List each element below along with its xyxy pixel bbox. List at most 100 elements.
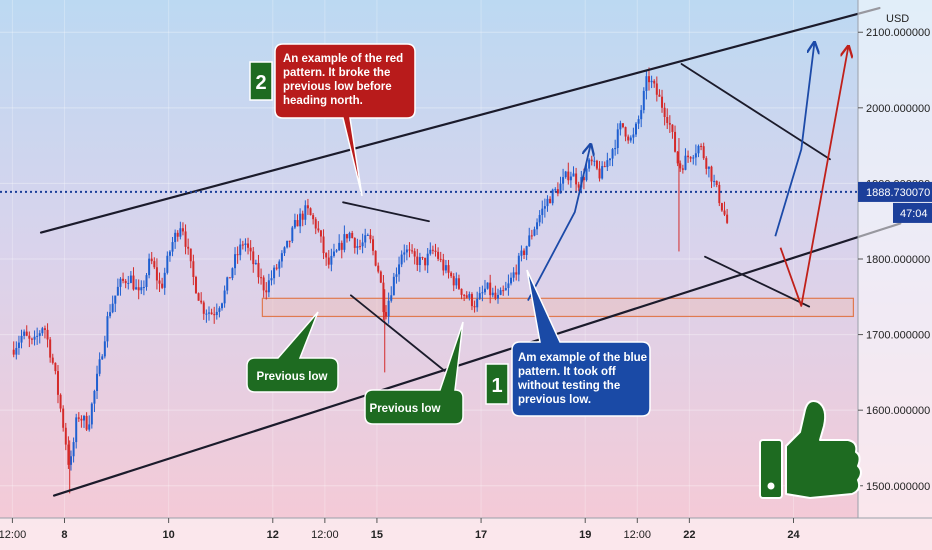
time-axis-panel[interactable] [0, 518, 932, 550]
candle-body [687, 155, 690, 158]
candle-body [463, 294, 466, 296]
trend-line-red-pattern-top[interactable] [342, 201, 430, 223]
y-tick-label: 2000.000000 [866, 103, 930, 115]
price-marker-value: 1888.730070 [866, 187, 930, 199]
candle-body [59, 394, 62, 409]
candle-body [327, 257, 330, 265]
candle-body [684, 155, 687, 170]
candle-body [187, 246, 190, 249]
candle-body [603, 166, 606, 168]
candle-body [564, 171, 567, 178]
candle-body [83, 415, 86, 421]
x-tick-label: 12:00 [624, 529, 652, 541]
candle-body [413, 251, 416, 257]
candle-body [111, 303, 114, 313]
candle-body [67, 444, 70, 465]
candle-body [85, 415, 88, 430]
candle-body [405, 249, 408, 253]
candle-body [692, 157, 695, 159]
candle-body [478, 293, 481, 299]
candle-body [109, 312, 112, 317]
candle-body [137, 287, 140, 291]
trend-line-right-wedge-bottom[interactable] [704, 255, 811, 308]
candle-body [265, 290, 268, 293]
candle-body [244, 243, 247, 246]
previous-low-2-text: Previous low [370, 403, 441, 415]
candle-body [262, 277, 265, 291]
candle-body [231, 268, 234, 279]
candle-body [155, 267, 158, 281]
blue-arrow-small[interactable] [527, 146, 591, 302]
blue-arrow-main[interactable] [774, 44, 814, 237]
candle-body [299, 213, 302, 227]
x-tick-label: 12:00 [0, 529, 26, 541]
candle-body [306, 205, 309, 209]
candle-body [510, 277, 513, 284]
candle-body [434, 250, 437, 252]
candle-body [202, 302, 205, 314]
candle-body [671, 124, 674, 132]
candle-body [645, 76, 648, 91]
candle-body [694, 153, 697, 158]
x-tick-label: 12:00 [311, 529, 339, 541]
candle-body [718, 184, 721, 204]
candle-body [411, 250, 414, 252]
candle-body [559, 183, 562, 194]
trend-lines [39, 6, 902, 497]
candle-body [15, 347, 18, 355]
red-arrow-main[interactable] [779, 47, 849, 307]
candle-body [260, 277, 263, 279]
trend-line-channel-lower[interactable] [52, 222, 902, 497]
note-blue-pattern: 1 Am example of the blue pattern. It too… [485, 269, 651, 417]
trend-line-right-wedge-top[interactable] [680, 63, 831, 161]
candle-body [569, 176, 572, 181]
candle-body [335, 250, 338, 252]
candle-body [176, 232, 179, 237]
previous-low-2-callout [364, 321, 464, 425]
candle-body [387, 300, 390, 317]
candle-body [382, 282, 385, 313]
candle-body [171, 242, 174, 252]
candle-body [668, 122, 671, 125]
x-tick-label: 10 [163, 529, 175, 541]
candle-body [525, 246, 528, 255]
trend-line-red-pattern-bottom[interactable] [349, 294, 446, 372]
candle-body [51, 357, 54, 363]
candle-body [369, 234, 372, 240]
candle-body [49, 339, 52, 358]
candle-body [470, 294, 473, 307]
candle-body [127, 282, 130, 284]
candle-body [364, 235, 367, 243]
candle-body [483, 288, 486, 293]
x-tick-label: 12 [267, 529, 279, 541]
candle-body [408, 249, 411, 251]
candle-body [278, 261, 281, 269]
candle-body [674, 131, 677, 152]
candle-body [28, 335, 31, 339]
candle-body [663, 107, 666, 118]
candle-body [343, 234, 346, 250]
candle-body [575, 173, 578, 185]
candle-body [249, 247, 252, 252]
candle-body [340, 242, 343, 250]
price-axis-panel[interactable] [858, 0, 932, 518]
trend-line-channel-upper[interactable] [39, 6, 881, 234]
candle-body [595, 160, 598, 169]
candle-body [247, 243, 250, 248]
candle-body [530, 235, 533, 237]
candle-body [642, 90, 645, 111]
candle-body [517, 255, 520, 275]
candle-body [549, 198, 552, 204]
candle-body [359, 246, 362, 248]
candle-body [541, 208, 544, 216]
candle-body [96, 373, 99, 391]
candle-body [30, 338, 33, 340]
candle-body [23, 331, 26, 336]
note-2-number-box [249, 61, 273, 101]
candle-body [17, 342, 20, 348]
candle-body [309, 208, 312, 216]
candle-body [473, 306, 476, 308]
y-tick-label: 1600.000000 [866, 405, 930, 417]
candle-body [710, 166, 713, 182]
